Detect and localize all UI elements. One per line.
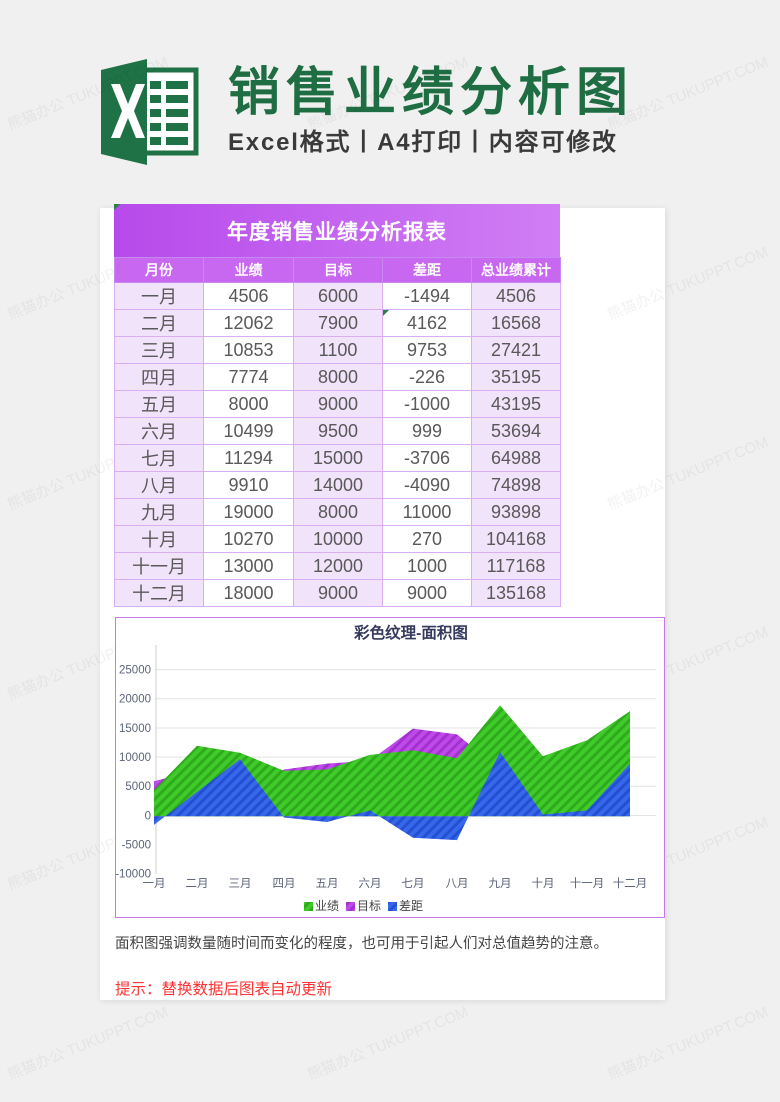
svg-text:十月: 十月: [532, 876, 555, 890]
svg-text:七月: 七月: [402, 877, 425, 890]
svg-text:差距: 差距: [399, 899, 423, 913]
svg-text:15000: 15000: [119, 723, 151, 735]
svg-text:5000: 5000: [125, 781, 151, 793]
svg-text:目标: 目标: [357, 899, 381, 913]
svg-text:八月: 八月: [446, 878, 469, 890]
svg-text:一月: 一月: [143, 878, 166, 890]
svg-text:二月: 二月: [186, 878, 209, 890]
svg-text:九月: 九月: [489, 877, 512, 890]
svg-text:十二月: 十二月: [613, 876, 648, 890]
svg-text:三月: 三月: [229, 878, 252, 890]
svg-text:十一月: 十一月: [570, 876, 605, 890]
svg-text:20000: 20000: [119, 694, 151, 706]
svg-text:25000: 25000: [119, 665, 151, 677]
svg-text:-5000: -5000: [122, 840, 151, 852]
svg-text:六月: 六月: [359, 877, 382, 890]
svg-text:0: 0: [145, 810, 151, 822]
svg-text:彩色纹理-面积图: 彩色纹理-面积图: [353, 623, 468, 642]
svg-text:五月: 五月: [316, 878, 339, 890]
svg-text:业绩: 业绩: [315, 899, 339, 913]
svg-text:四月: 四月: [273, 878, 296, 890]
svg-text:10000: 10000: [119, 752, 151, 764]
